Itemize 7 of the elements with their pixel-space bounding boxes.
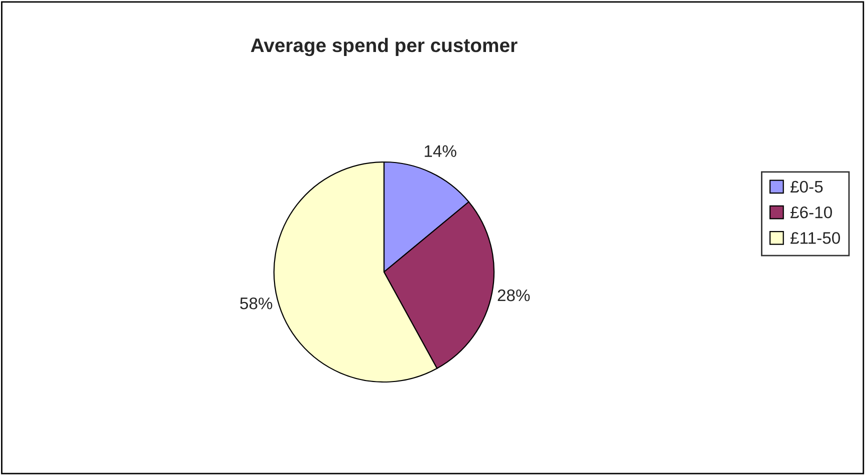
data-label: 28% [498, 289, 530, 302]
chart-title: Average spend per customer [250, 38, 518, 56]
legend-label: £11-50 [790, 232, 840, 244]
data-label: 14% [424, 145, 456, 157]
data-label: 58% [240, 298, 272, 310]
legend-label: £0-5 [790, 180, 823, 193]
legend-label: £6-10 [790, 206, 832, 218]
